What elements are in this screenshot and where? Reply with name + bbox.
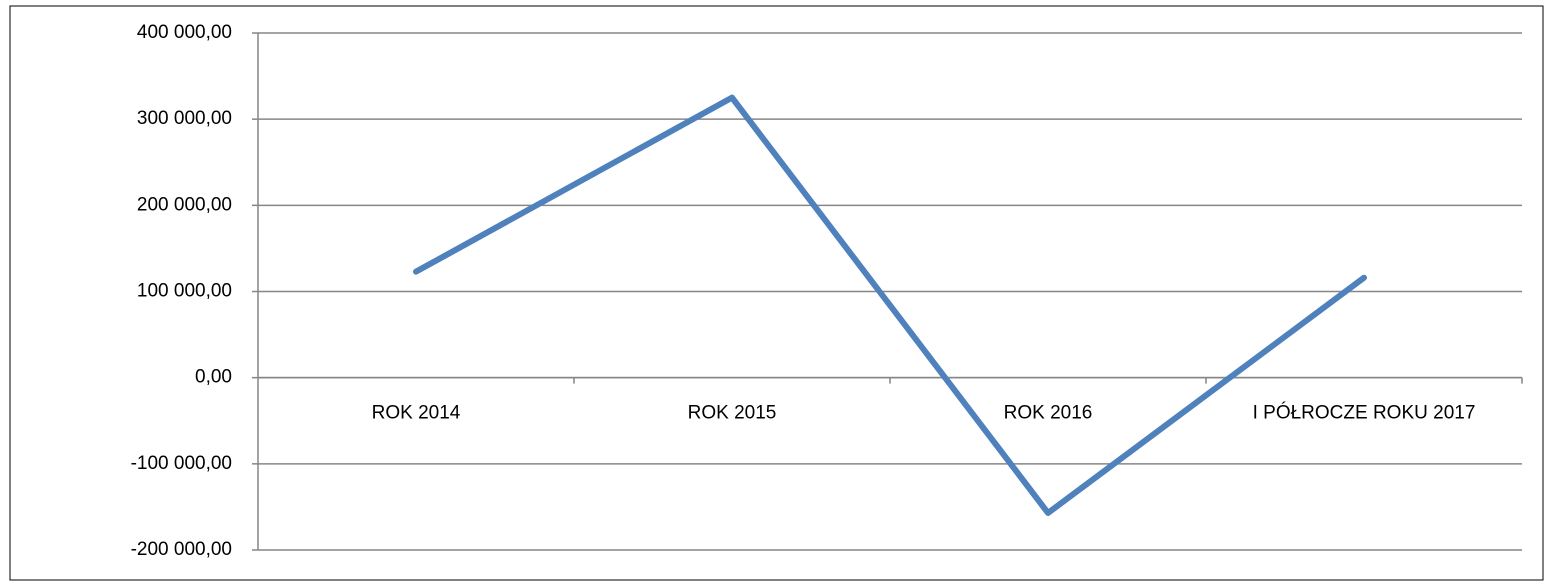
x-tick-label: ROK 2014	[372, 403, 461, 424]
y-tick-label: 200 000,00	[137, 194, 232, 215]
y-tick-label: 100 000,00	[137, 281, 232, 302]
x-tick-label: ROK 2016	[1004, 403, 1093, 424]
y-tick-label: 300 000,00	[137, 108, 232, 129]
chart-frame	[9, 5, 1544, 581]
y-tick-label: 400 000,00	[137, 22, 232, 43]
x-tick-label: ROK 2015	[688, 403, 777, 424]
x-tick-label: I PÓŁROCZE ROKU 2017	[1253, 402, 1476, 424]
y-tick-label: 0,00	[195, 367, 232, 388]
data-line	[413, 94, 1367, 516]
y-tick-label: -100 000,00	[131, 453, 232, 474]
y-tick-label: -200 000,00	[131, 539, 232, 560]
